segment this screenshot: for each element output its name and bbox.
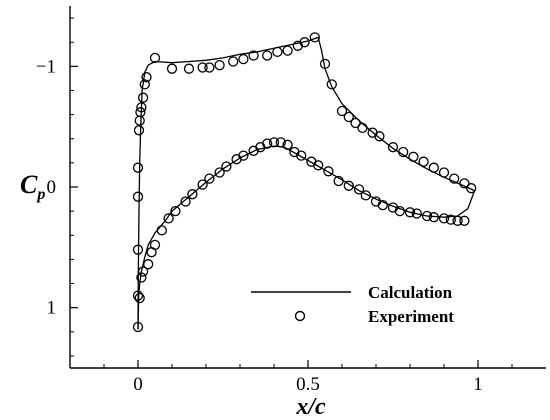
x-axis-title: x/c [295,394,326,420]
experiment-point [262,138,273,149]
experiment-point [398,146,409,158]
experiment-point [438,167,450,178]
experiment-point [374,131,385,142]
y-tick-label: 0 [47,177,57,198]
experiment-point [180,196,191,207]
experiment-point [134,292,145,304]
experiment-point [343,111,354,123]
experiment-point [149,239,161,251]
experiment-point [272,46,283,58]
experiment-point [353,184,365,195]
experiment-point [323,166,334,177]
experiment-point [170,205,181,217]
experiment-point [438,213,450,224]
y-axis-title-main: C [20,170,38,199]
experiment-point [136,102,147,113]
experiment-point [275,137,286,148]
experiment-point [133,125,145,136]
experiment-point [377,199,388,211]
experiment-point [149,52,161,64]
experiment-point [336,105,348,117]
y-axis-title-sub: p [35,186,45,203]
experiment-point [156,225,167,236]
experiment-point [411,208,422,219]
experiment-point [187,189,198,200]
experiment-point [459,215,470,226]
experiment-point [228,56,239,67]
experiment-point [197,62,208,73]
experiment-point [132,244,144,255]
experiment-point [136,272,147,283]
experiment-point [238,53,249,65]
experiment-point [197,179,208,190]
experiment-point [296,150,307,161]
experiment-point [445,214,456,225]
experiment-point [387,142,399,153]
experiment-point [319,58,331,70]
experiment-point [326,79,337,90]
experiment-point [262,50,273,61]
experiment-point [238,150,249,161]
experiment-point [421,210,433,222]
experiment-point [132,290,144,301]
experiment-point [137,92,149,103]
experiment-point [282,45,293,56]
calculation-curve [137,145,476,330]
y-tick-label: −1 [36,56,56,77]
experiment-point [313,160,324,171]
experiment-point [183,63,195,74]
experiment-point [248,50,259,61]
experiment-point [214,167,225,178]
plot-series [132,32,477,333]
experiment-point [333,175,344,187]
experiment-point [137,266,149,277]
experiment-point [214,59,225,71]
x-tick-label: 1 [473,374,483,395]
experiment-point [299,37,310,48]
experiment-point [135,107,146,118]
experiment-point [132,321,144,333]
experiment-point [221,161,232,172]
x-tick-label: 0 [133,374,143,395]
experiment-point [163,213,174,224]
experiment-point [309,32,320,43]
legend-label-experiment: Experiment [368,307,454,326]
y-axis-title: Cp [20,170,45,203]
experiment-point [268,137,280,148]
experiment-point [466,183,477,194]
experiment-point [428,162,439,173]
experiment-point [204,173,215,184]
experiment-point [360,190,371,201]
plot-frame [69,6,546,369]
experiment-point [132,191,144,202]
experiment-point [204,62,215,73]
experiment-point [132,162,144,173]
legend-marker-sample [294,310,306,322]
experiment-point [418,156,429,167]
experiment-point [282,139,293,150]
y-tick-label: 1 [47,298,57,319]
experiment-point [428,212,439,223]
legend-label-calculation: Calculation [368,283,453,302]
experiment-point [166,63,178,74]
experiment-point [343,180,354,191]
experiment-point [134,115,145,126]
experiment-point [357,122,368,134]
experiment-point [350,117,361,129]
x-tick-label: 0.5 [296,374,320,395]
experiment-point [449,173,460,184]
axis-ticks [70,17,513,368]
experiment-point [408,151,419,162]
experiment-point [459,178,470,189]
experiment-point [394,205,405,217]
experiment-point [141,72,152,83]
experiment-point [452,215,463,226]
experiment-point [143,259,154,270]
legend: Calculation Experiment [251,283,454,326]
tick-labels: 0 0.5 1 −1 0 1 [36,56,483,395]
experiment-point [139,79,150,90]
experiment-point [404,207,416,218]
